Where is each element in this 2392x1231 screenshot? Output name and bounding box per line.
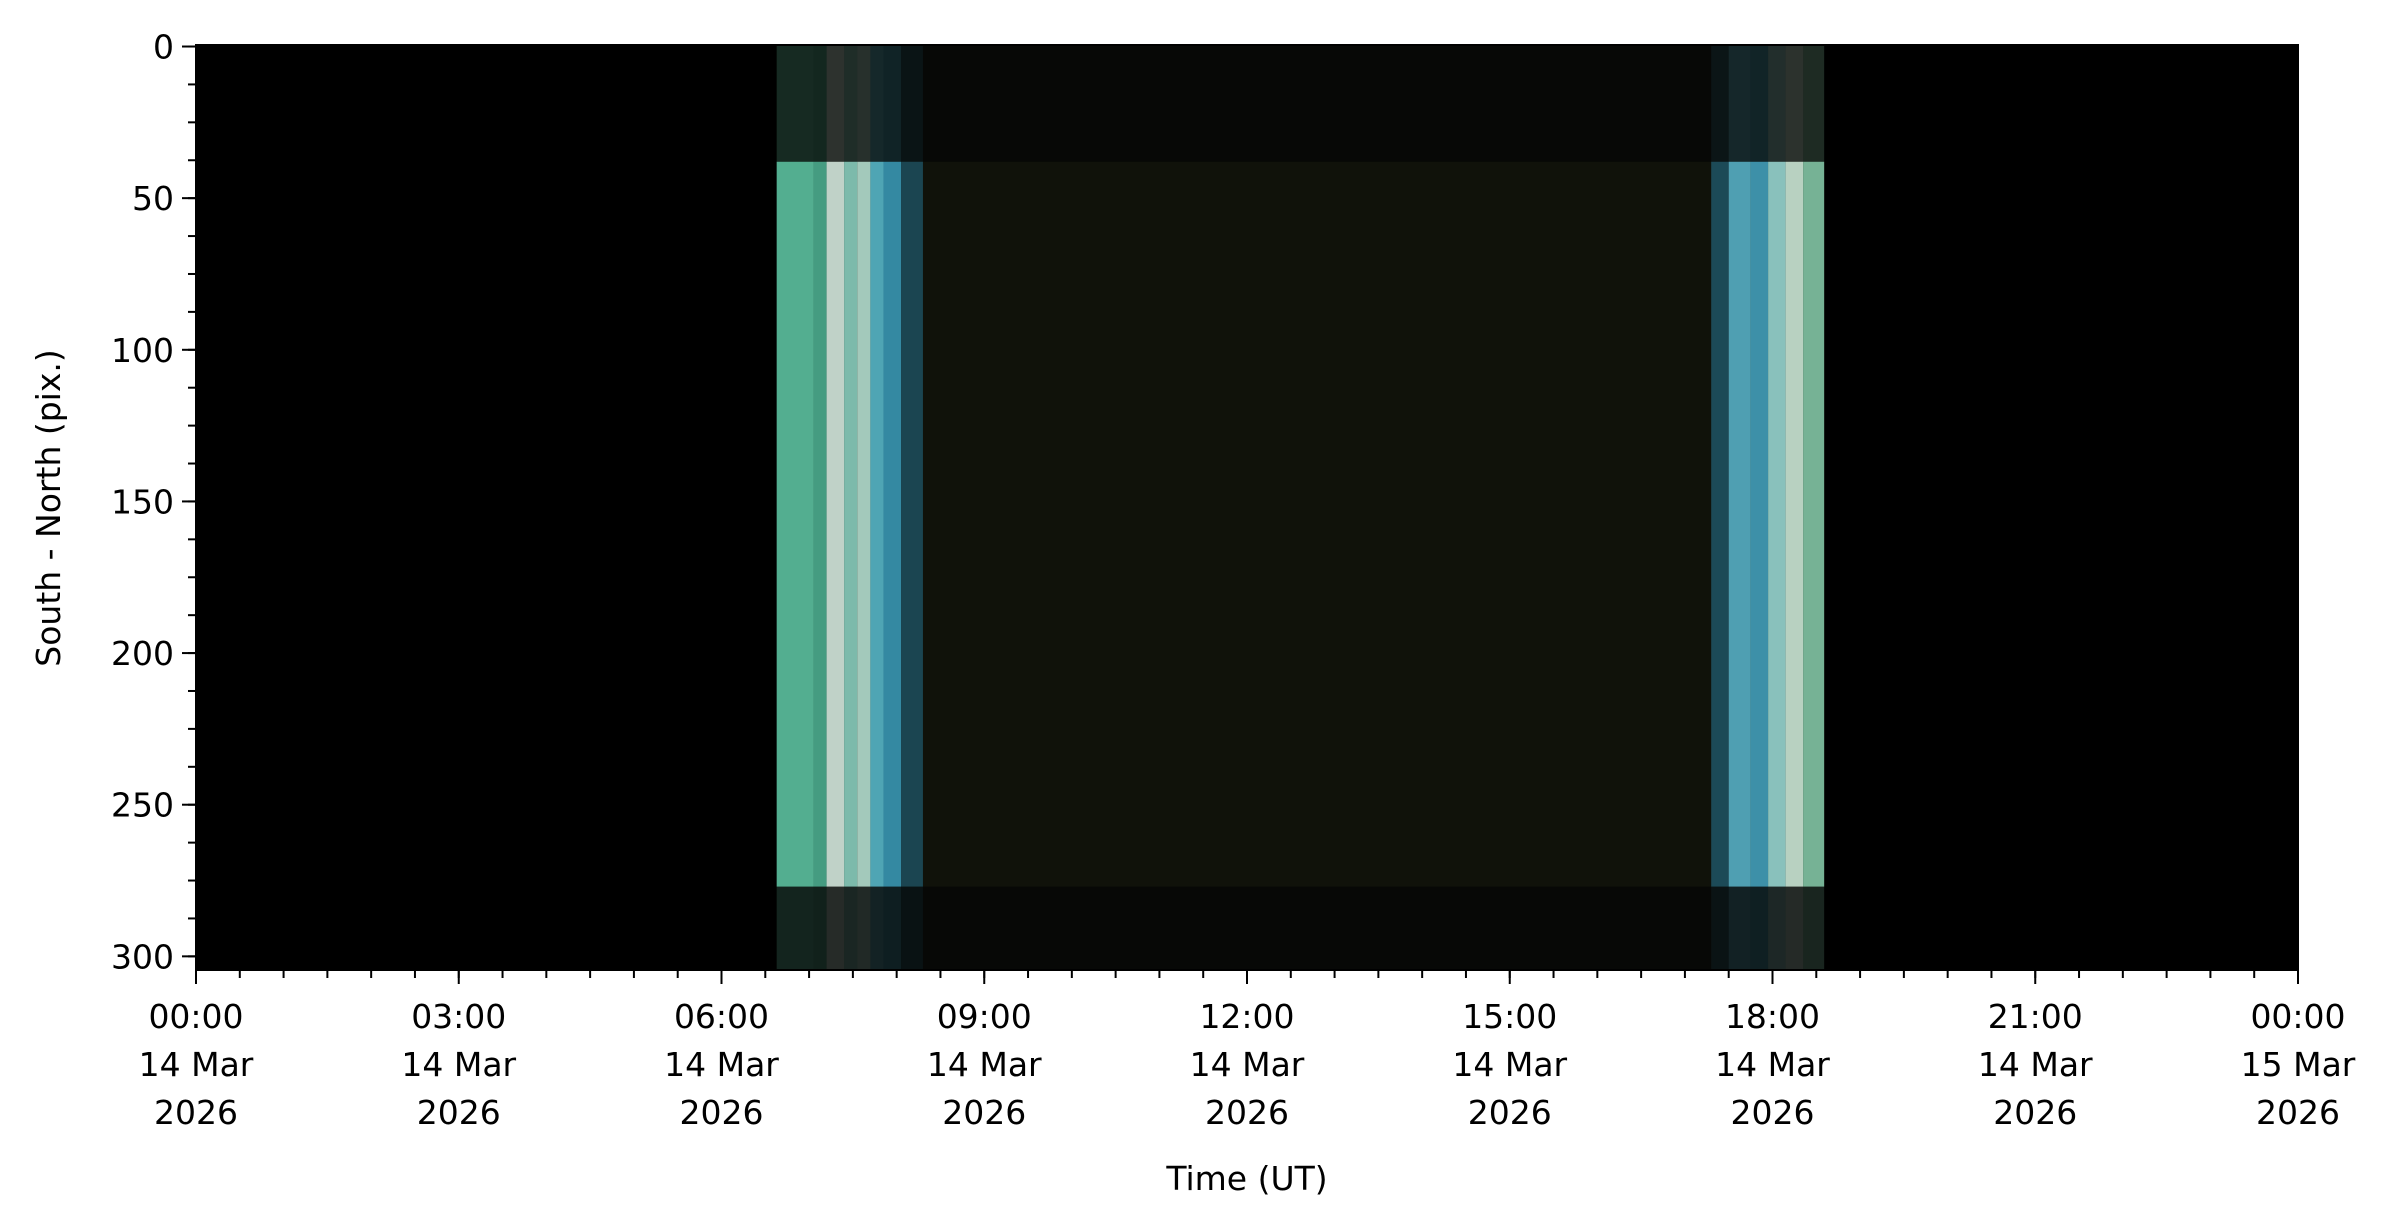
x-tick-label: 2026 <box>680 1093 764 1132</box>
y-tick-label: 0 <box>153 28 174 67</box>
twilight-stripe-bottom <box>1803 886 1825 970</box>
twilight-stripe-top <box>776 45 814 162</box>
twilight-stripe-top <box>1750 45 1769 162</box>
x-tick-label: 21:00 <box>1988 997 2083 1036</box>
x-tick-label: 06:00 <box>674 997 769 1036</box>
twilight-stripe-bottom <box>883 886 902 970</box>
twilight-stripe <box>1803 161 1825 887</box>
twilight-stripe <box>901 161 923 887</box>
twilight-stripe-bottom <box>1711 886 1729 970</box>
twilight-stripe-top <box>901 45 923 162</box>
x-tick-label: 14 Mar <box>1452 1045 1567 1084</box>
twilight-stripe <box>1768 161 1786 887</box>
y-tick-label: 50 <box>132 179 174 218</box>
x-tick-label: 00:00 <box>2250 997 2345 1036</box>
twilight-stripe <box>1750 161 1769 887</box>
twilight-stripe-bottom <box>776 886 814 970</box>
twilight-stripe-top <box>857 45 871 162</box>
twilight-stripe-bottom <box>844 886 858 970</box>
y-tick-label: 200 <box>111 634 174 673</box>
twilight-stripe-bottom <box>813 886 827 970</box>
sky-region <box>776 161 1825 887</box>
x-tick-label: 14 Mar <box>1715 1045 1830 1084</box>
x-tick-label: 15 Mar <box>2241 1045 2356 1084</box>
twilight-stripe <box>857 161 871 887</box>
twilight-stripe-bottom <box>1768 886 1786 970</box>
x-axis: 00:00 14 Mar 2026 03:00 14 Mar 2026 06:00 14 Ma… <box>139 970 2356 1132</box>
y-tick-label: 100 <box>111 331 174 370</box>
twilight-stripe-top <box>826 45 845 162</box>
x-tick-label: 14 Mar <box>1978 1045 2093 1084</box>
y-tick-label: 250 <box>111 786 174 825</box>
twilight-stripe-top <box>1728 45 1751 162</box>
x-tick-label: 14 Mar <box>139 1045 254 1084</box>
x-tick-label: 14 Mar <box>1190 1045 1305 1084</box>
twilight-stripe <box>1728 161 1751 887</box>
x-tick-label: 2026 <box>1731 1093 1815 1132</box>
twilight-stripe-top <box>1785 45 1804 162</box>
twilight-stripe-bottom <box>1750 886 1769 970</box>
x-tick-label: 12:00 <box>1199 997 1294 1036</box>
x-tick-label: 2026 <box>1468 1093 1552 1132</box>
twilight-stripe-bottom <box>901 886 923 970</box>
twilight-stripe-top <box>1711 45 1729 162</box>
x-tick-label: 14 Mar <box>664 1045 779 1084</box>
twilight-stripe-bottom <box>826 886 845 970</box>
x-tick-label: 2026 <box>154 1093 238 1132</box>
twilight-stripe-top <box>1803 45 1825 162</box>
x-tick-label: 15:00 <box>1462 997 1557 1036</box>
y-axis: 0 50 100 150 200 250 300 <box>111 28 196 976</box>
plot-area <box>196 45 2298 970</box>
twilight-stripe <box>844 161 858 887</box>
twilight-stripe <box>826 161 845 887</box>
twilight-stripe <box>1711 161 1729 887</box>
twilight-stripe <box>776 161 814 887</box>
twilight-stripe-bottom <box>1728 886 1751 970</box>
x-tick-label: 2026 <box>1205 1093 1289 1132</box>
y-tick-label: 150 <box>111 482 174 521</box>
twilight-stripe-top <box>883 45 902 162</box>
twilight-stripe-bottom <box>1785 886 1804 970</box>
x-tick-label: 14 Mar <box>927 1045 1042 1084</box>
x-tick-label: 03:00 <box>411 997 506 1036</box>
x-tick-label: 2026 <box>942 1093 1026 1132</box>
twilight-stripe <box>870 161 884 887</box>
twilight-stripe-bottom <box>870 886 884 970</box>
twilight-stripe-top <box>1768 45 1786 162</box>
x-tick-label: 14 Mar <box>401 1045 516 1084</box>
x-tick-label: 2026 <box>417 1093 501 1132</box>
twilight-stripe <box>813 161 827 887</box>
x-tick-label: 18:00 <box>1725 997 1820 1036</box>
y-tick-label: 300 <box>111 937 174 976</box>
twilight-stripe-top <box>844 45 858 162</box>
twilight-stripe <box>1785 161 1804 887</box>
twilight-stripe-top <box>813 45 827 162</box>
y-axis-label: South - North (pix.) <box>29 349 68 666</box>
x-axis-label: Time (UT) <box>1165 1159 1327 1198</box>
x-tick-label: 00:00 <box>148 997 243 1036</box>
x-tick-label: 09:00 <box>937 997 1032 1036</box>
x-tick-label: 2026 <box>1993 1093 2077 1132</box>
x-tick-label: 2026 <box>2256 1093 2340 1132</box>
twilight-stripes <box>776 45 1825 970</box>
twilight-stripe <box>883 161 902 887</box>
twilight-stripe-top <box>870 45 884 162</box>
twilight-stripe-bottom <box>857 886 871 970</box>
